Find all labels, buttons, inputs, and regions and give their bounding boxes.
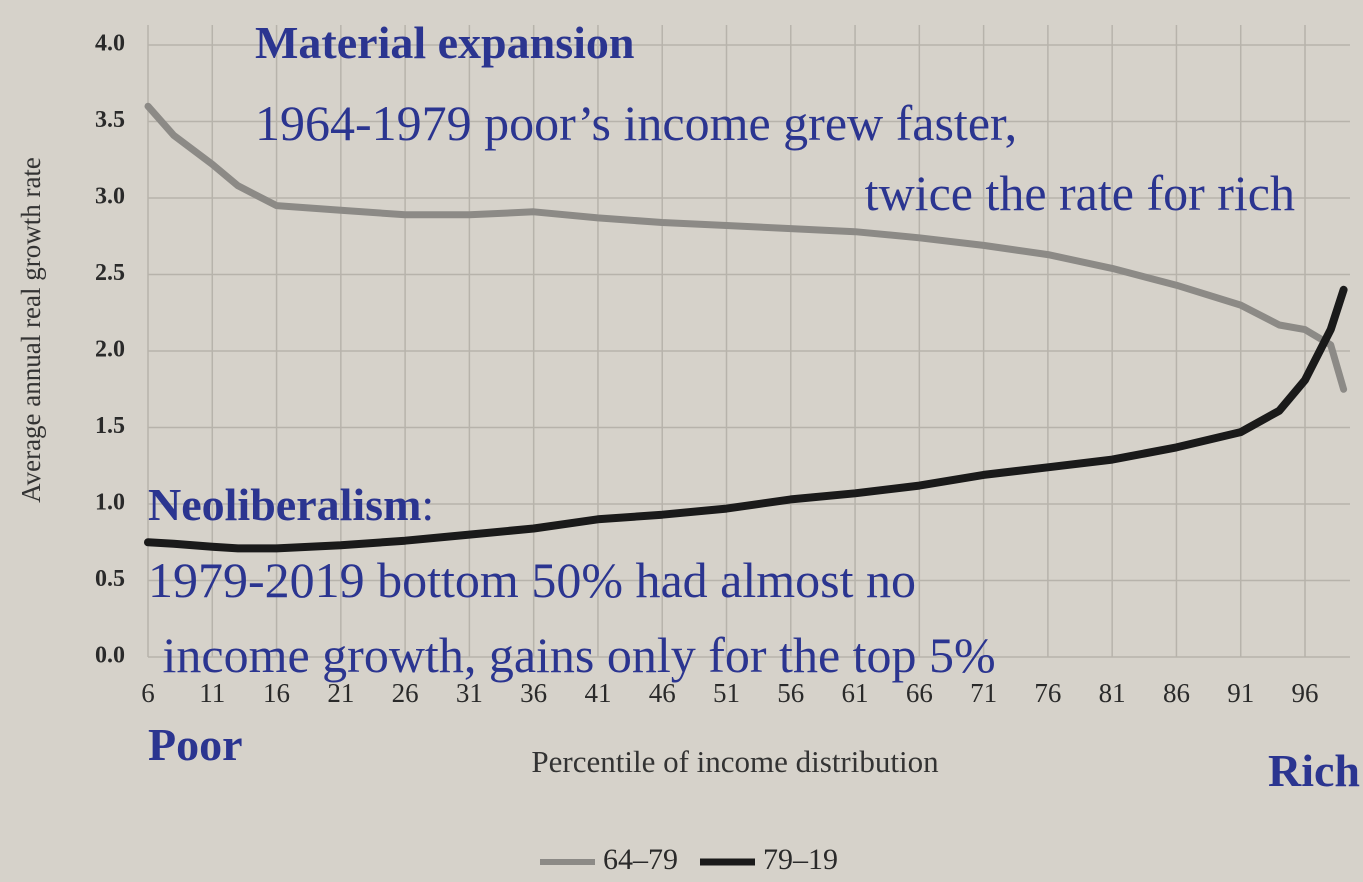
x-tick-label: 11	[199, 678, 225, 708]
x-tick-label: 16	[263, 678, 290, 708]
annotation: twice the rate for rich	[865, 165, 1295, 221]
y-tick-label: 2.0	[95, 337, 125, 363]
y-tick-label: 1.0	[95, 490, 125, 516]
annotation-title: Material expansion	[255, 17, 634, 68]
y-tick-label: 2.5	[95, 260, 125, 286]
series-line	[144, 102, 1348, 393]
x-axis-label: Percentile of income distribution	[531, 744, 939, 779]
annotation-title: Neoliberalism:	[148, 479, 434, 530]
y-tick-label: 4.0	[95, 31, 125, 57]
x-tick-label: 41	[584, 678, 611, 708]
legend: 64–79 79–19	[540, 843, 838, 876]
x-tick-label: 21	[327, 678, 354, 708]
x-tick-label: 81	[1099, 678, 1126, 708]
x-tick-label: 31	[456, 678, 483, 708]
y-tick-label: 3.5	[95, 107, 125, 133]
grid-layer	[147, 25, 1350, 658]
annotation: income growth, gains only for the top 5%	[150, 627, 996, 683]
x-tick-label: 61	[842, 678, 869, 708]
legend-label: 79–19	[763, 843, 838, 876]
x-tick-label: 86	[1163, 678, 1190, 708]
x-tick-label: 66	[906, 678, 933, 708]
y-tick-label: 0.0	[95, 643, 125, 669]
legend-label: 64–79	[603, 843, 678, 876]
annotation-title-text: Neoliberalism	[148, 479, 421, 530]
series-line	[144, 285, 1348, 553]
lines-layer	[144, 102, 1348, 553]
rich-label: Rich	[1268, 745, 1360, 796]
y-tick-label: 0.5	[95, 566, 125, 592]
x-tick-label: 36	[520, 678, 547, 708]
annotation: 1964-1979 poor’s income grew faster,	[255, 95, 1017, 151]
x-tick-label: 76	[1034, 678, 1061, 708]
annotation-suffix: :	[421, 479, 434, 530]
y-tick-label: 1.5	[95, 413, 125, 439]
x-tick-label: 96	[1292, 678, 1319, 708]
x-tick-label: 26	[392, 678, 419, 708]
x-tick-label: 56	[777, 678, 804, 708]
y-tick-label: 3.0	[95, 184, 125, 210]
x-tick-label: 51	[713, 678, 740, 708]
x-tick-label: 6	[141, 678, 155, 708]
y-axis-label: Average annual real growth rate	[16, 157, 46, 503]
x-tick-label: 46	[649, 678, 676, 708]
poor-label: Poor	[148, 719, 243, 770]
annotation: 1979-2019 bottom 50% had almost no	[148, 552, 916, 608]
x-tick-label: 91	[1227, 678, 1254, 708]
x-tick-label: 71	[970, 678, 997, 708]
